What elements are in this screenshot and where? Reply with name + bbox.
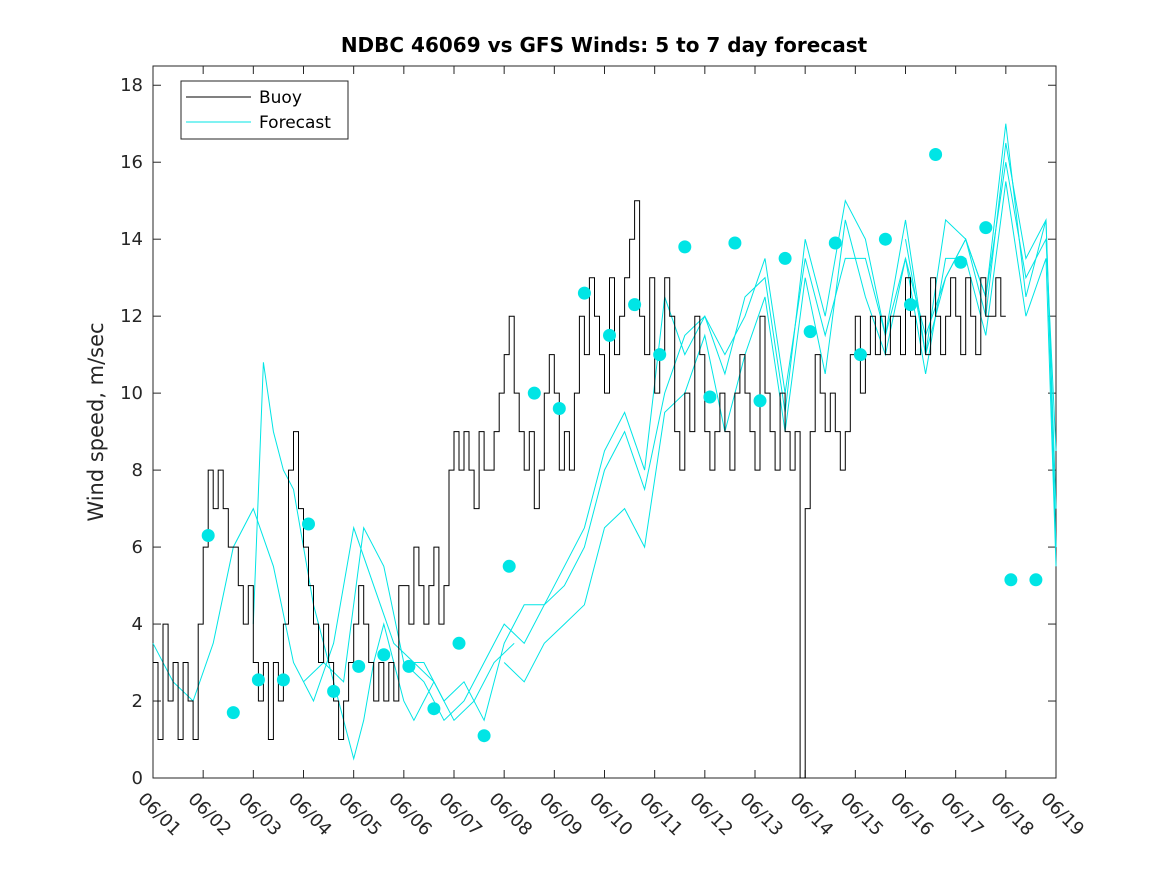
series-layer <box>152 123 1057 779</box>
forecast-point <box>753 394 767 408</box>
forecast-point <box>201 529 215 542</box>
legend-box <box>180 80 349 140</box>
x-tick-label: 06/07 <box>434 789 486 841</box>
forecast-point <box>552 402 566 415</box>
forecast-point <box>377 648 391 662</box>
forecast-point <box>226 706 240 720</box>
forecast-point <box>853 348 867 362</box>
x-tick-label: 06/18 <box>986 789 1038 841</box>
x-tick-label: 06/06 <box>384 789 436 841</box>
forecast-point <box>402 659 416 673</box>
y-tick-label: 10 <box>120 383 143 404</box>
x-tick-label: 06/12 <box>685 789 737 841</box>
legend: Buoy Forecast <box>180 80 349 140</box>
forecast-point <box>954 255 968 269</box>
forecast-point <box>603 328 616 342</box>
forecast-line <box>403 142 1057 722</box>
forecast-point <box>778 251 792 265</box>
y-tick-label: 14 <box>120 229 143 250</box>
forecast-point <box>477 729 491 743</box>
x-tick-label: 06/02 <box>184 789 236 841</box>
x-tick-label: 06/16 <box>886 789 938 841</box>
y-axis: 0 2 4 6 8 10 12 14 16 18 <box>120 75 1056 789</box>
forecast-point <box>577 286 591 300</box>
forecast-point <box>904 298 917 312</box>
forecast-point <box>527 386 541 400</box>
x-tick-label: 06/11 <box>635 789 687 841</box>
forecast-point <box>352 659 366 673</box>
y-tick-label: 12 <box>120 306 143 327</box>
forecast-point <box>653 348 667 362</box>
forecast-point <box>1004 573 1018 587</box>
y-tick-label: 2 <box>132 691 143 712</box>
x-tick-label: 06/19 <box>1036 789 1088 841</box>
forecast-point <box>703 390 717 404</box>
forecast-point <box>878 232 892 246</box>
forecast-point <box>502 559 516 573</box>
forecast-point <box>302 517 315 531</box>
y-tick-label: 16 <box>120 152 143 173</box>
forecast-point <box>678 240 692 254</box>
forecast-point <box>728 236 742 250</box>
y-tick-label: 8 <box>132 460 143 481</box>
forecast-point <box>828 236 842 250</box>
forecast-line <box>152 507 515 722</box>
y-tick-label: 0 <box>132 768 143 789</box>
forecast-point <box>427 702 441 716</box>
x-tick-label: 06/09 <box>535 789 587 841</box>
x-tick-label: 06/01 <box>133 789 185 841</box>
forecast-point <box>251 673 265 687</box>
forecast-point <box>452 636 466 650</box>
legend-label-buoy: Buoy <box>259 88 302 108</box>
y-tick-label: 6 <box>132 537 143 558</box>
plot-area <box>152 65 1057 779</box>
forecast-point <box>929 148 943 161</box>
y-axis-label: Wind speed, m/sec <box>84 322 108 521</box>
forecast-point <box>276 673 290 687</box>
x-tick-label: 06/13 <box>735 789 787 841</box>
chart-title: NDBC 46069 vs GFS Winds: 5 to 7 day fore… <box>341 33 868 57</box>
y-tick-label: 18 <box>120 75 143 96</box>
x-tick-label: 06/03 <box>234 789 286 841</box>
buoy-line <box>153 200 1006 779</box>
legend-label-forecast: Forecast <box>259 113 331 133</box>
forecast-point <box>628 298 642 312</box>
x-tick-label: 06/04 <box>284 789 336 841</box>
forecast-point <box>979 221 993 235</box>
x-tick-label: 06/10 <box>585 789 637 841</box>
x-tick-label: 06/17 <box>936 789 988 841</box>
x-tick-label: 06/05 <box>334 789 386 841</box>
forecast-point <box>803 325 817 339</box>
y-tick-label: 4 <box>132 614 143 635</box>
forecast-point <box>1029 573 1043 587</box>
forecast-point <box>327 684 341 698</box>
x-tick-label: 06/15 <box>836 789 888 841</box>
x-tick-label: 06/14 <box>786 789 838 841</box>
x-tick-label: 06/08 <box>485 789 537 841</box>
